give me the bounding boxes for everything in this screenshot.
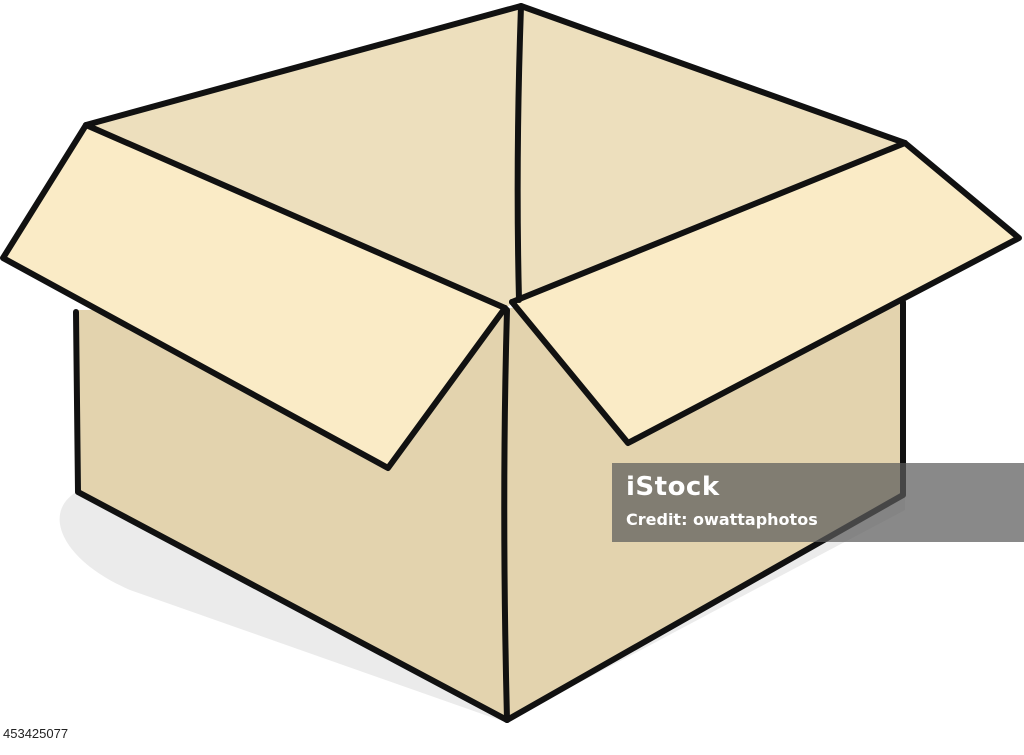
watermark-credit: Credit: owattaphotos <box>626 510 818 529</box>
watermark-brand: iStock <box>626 472 720 502</box>
watermark-credit-name: owattaphotos <box>693 510 818 529</box>
outline-front-corner <box>501 307 510 723</box>
outline-right-flap-hinge <box>509 140 908 305</box>
outline-left-flap-hinge <box>83 122 508 311</box>
outline-right-flap <box>509 140 1022 446</box>
image-id-label: 453425077 <box>3 726 69 741</box>
box-flap-right <box>512 143 1019 443</box>
watermark-credit-prefix: Credit: <box>626 510 688 529</box>
outline-back-crease <box>514 3 524 303</box>
outline-left-side <box>73 309 510 723</box>
outline-left-flap <box>0 122 508 471</box>
box-interior-back-left <box>86 6 521 308</box>
stock-watermark: iStock Credit: owattaphotos <box>612 463 1024 542</box>
box-flap-left <box>3 125 505 468</box>
box-interior-back-right <box>519 6 905 300</box>
